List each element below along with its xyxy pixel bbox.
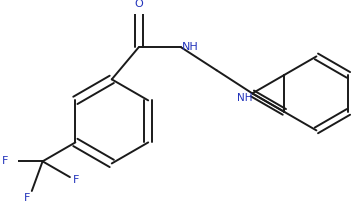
Text: F: F (73, 175, 80, 185)
Text: O: O (134, 0, 143, 9)
Text: F: F (24, 193, 30, 203)
Text: NH: NH (237, 93, 253, 103)
Text: F: F (2, 156, 9, 166)
Text: NH: NH (182, 42, 199, 52)
